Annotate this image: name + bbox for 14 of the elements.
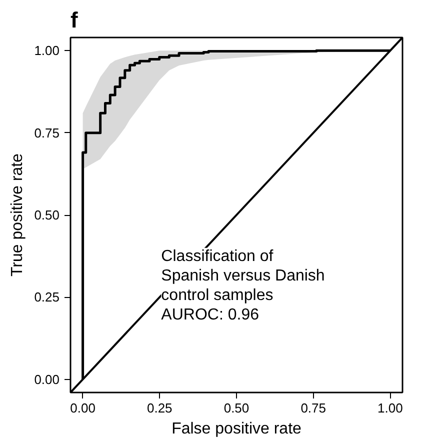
x-tick-label: 1.00 <box>378 400 403 416</box>
x-tick-label: 0.00 <box>70 400 96 416</box>
x-tick-label: 0.25 <box>146 400 172 416</box>
chart-title: f <box>70 8 78 32</box>
y-tick-label: 0.25 <box>34 290 60 305</box>
annotation: Classification of Spanish versus Danish control samples AUROC: 0.96 <box>161 248 325 324</box>
x-tick-label: 0.50 <box>224 400 250 416</box>
x-tick-label: 0.75 <box>300 400 326 416</box>
y-tick-label: 0.75 <box>34 125 60 140</box>
y-axis-title: True positive rate <box>9 153 26 277</box>
y-tick-label: 1.00 <box>34 43 60 58</box>
y-tick-label: 0.50 <box>34 208 60 222</box>
x-axis-title: False positive rate <box>172 420 302 438</box>
y-tick-label: 0.00 <box>34 372 60 387</box>
